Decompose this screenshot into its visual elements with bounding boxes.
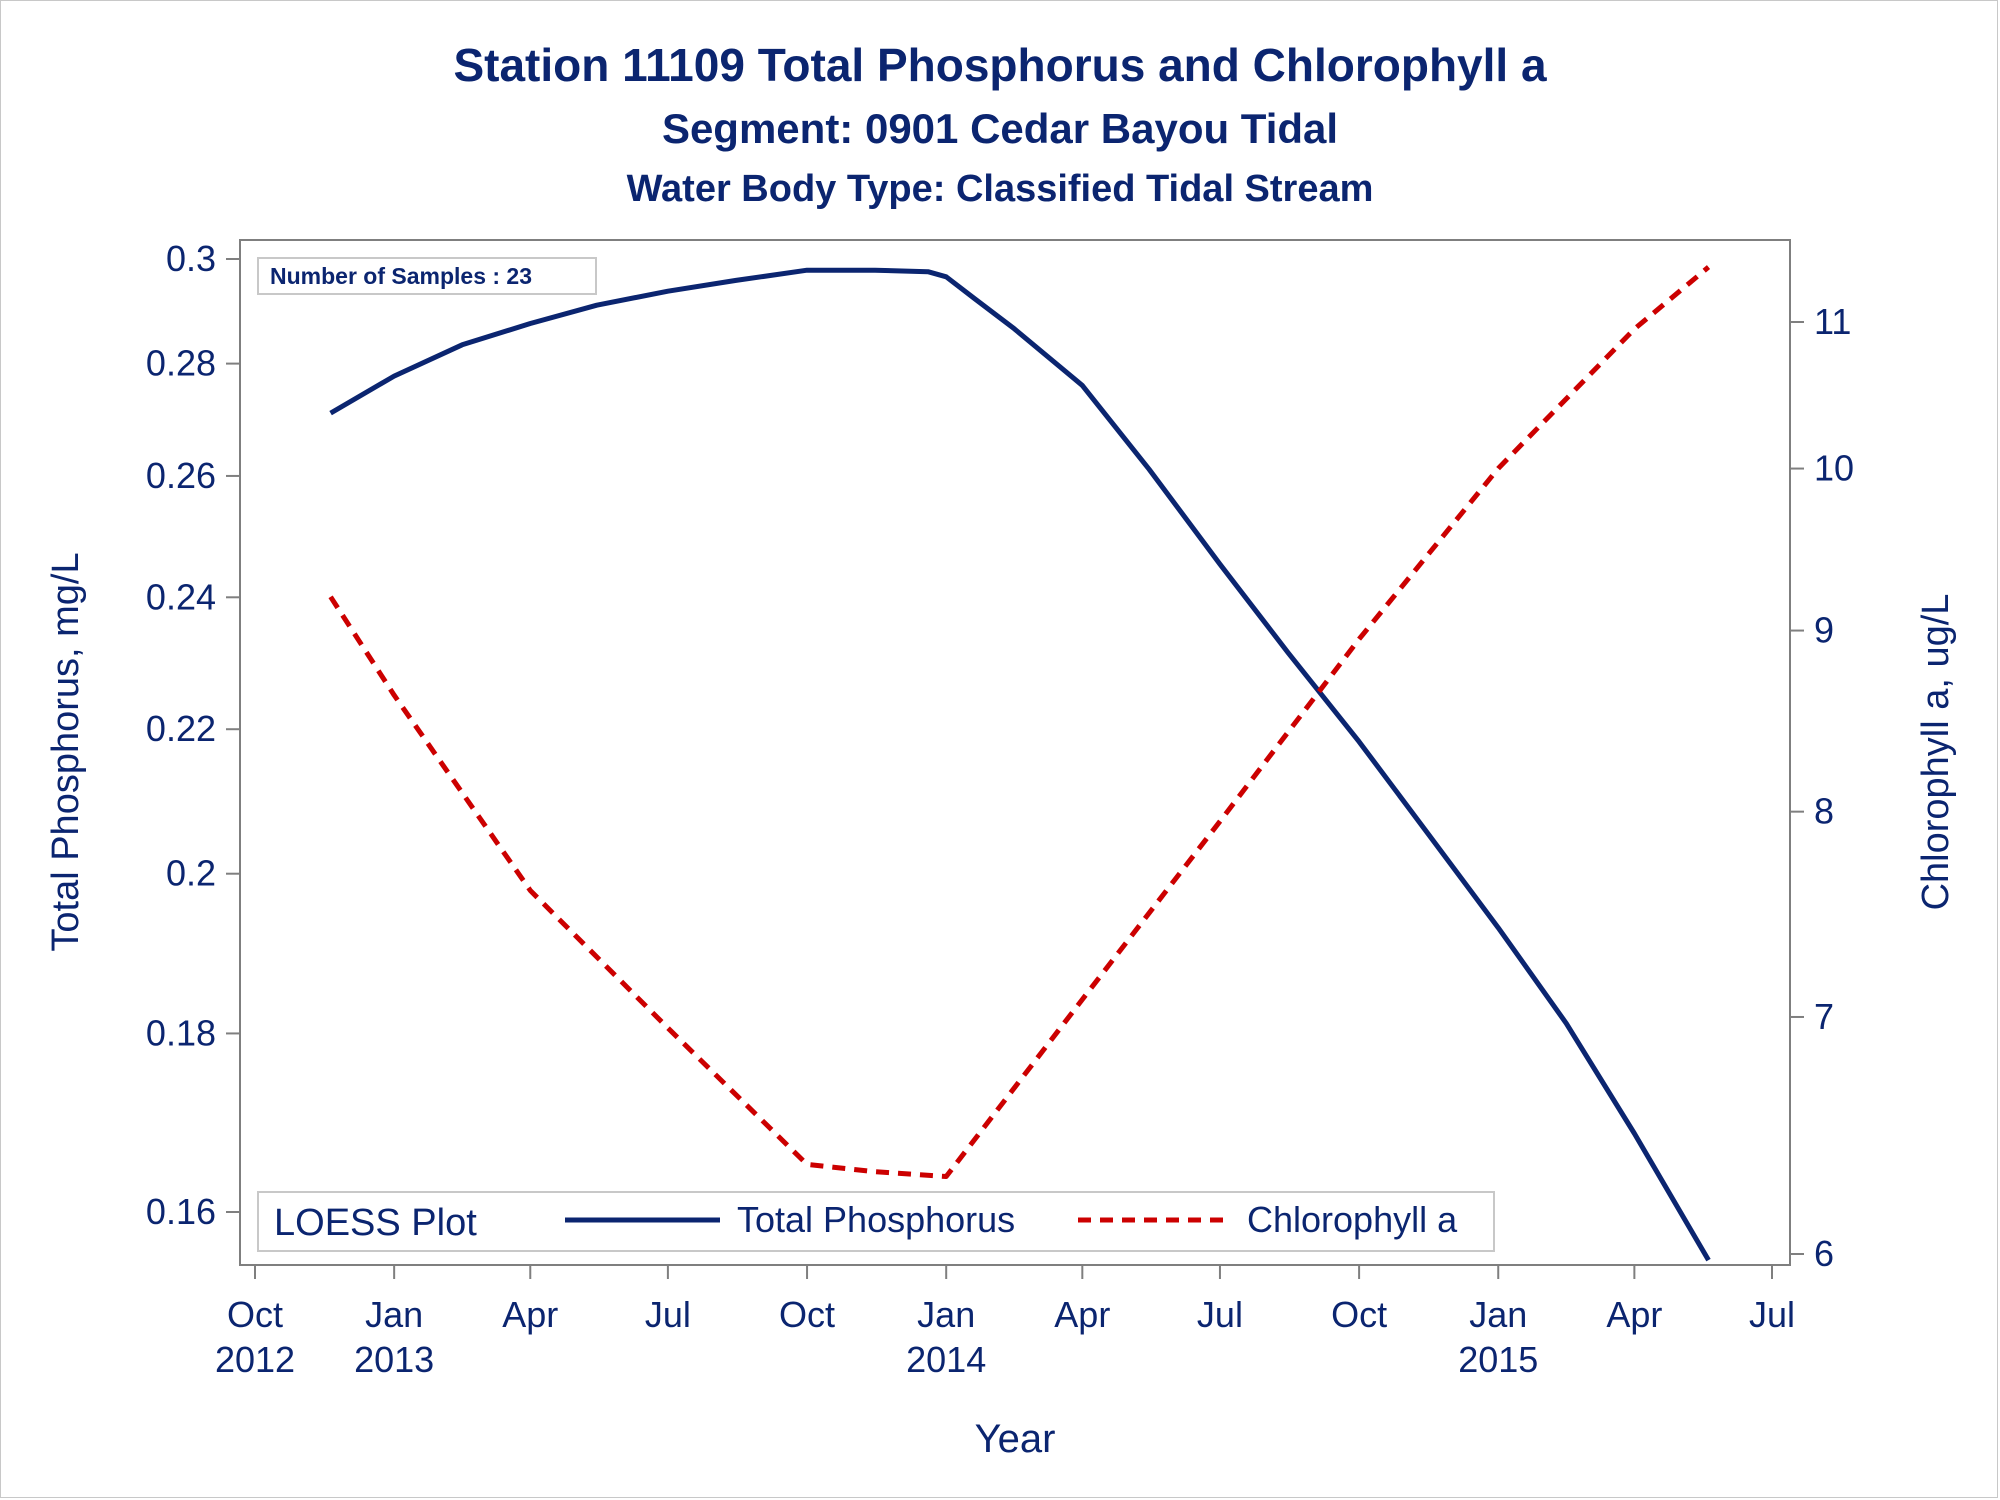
x-tick-year-label: 2014	[906, 1339, 986, 1380]
y-tick-label: 0.26	[146, 455, 216, 496]
x-tick-label: Oct	[227, 1294, 283, 1335]
x-axis-label: Year	[975, 1417, 1056, 1461]
plot-area	[239, 239, 1791, 1266]
y-tick-label: 0.22	[146, 708, 216, 749]
x-tick-label: Oct	[779, 1294, 835, 1335]
x-tick-year-label: 2015	[1458, 1339, 1538, 1380]
y2-tick-label: 8	[1814, 791, 1834, 832]
y2-tick-label: 6	[1814, 1233, 1834, 1274]
y2-tick-label: 11	[1814, 301, 1851, 342]
x-tick-label: Apr	[1054, 1294, 1110, 1335]
x-tick-year-label: 2013	[354, 1339, 434, 1380]
chart-title: Station 11109 Total Phosphorus and Chlor…	[453, 39, 1547, 91]
y-tick-label: 0.28	[146, 343, 216, 384]
total-phosphorus-series-line	[329, 267, 1711, 1262]
y2-tick-label: 10	[1814, 448, 1854, 489]
y-tick-label: 0.3	[166, 238, 216, 279]
sample-count-label: Number of Samples : 23	[270, 263, 532, 289]
y-tick-label: 0.18	[146, 1012, 216, 1053]
x-tick-label: Jan	[1469, 1294, 1527, 1335]
x-tick-label: Jan	[917, 1294, 975, 1335]
legend-title: LOESS Plot	[274, 1202, 477, 1244]
chart-subtitle: Segment: 0901 Cedar Bayou Tidal	[661, 105, 1339, 152]
x-tick-label: Jul	[645, 1294, 691, 1335]
chart-subtitle-2: Water Body Type: Classified Tidal Stream	[626, 168, 1374, 210]
y-tick-label: 0.16	[146, 1191, 216, 1232]
legend	[257, 1191, 1495, 1252]
y2-tick-label: 9	[1814, 610, 1834, 651]
sample-count-box	[257, 257, 597, 295]
x-tick-year-label: 2012	[215, 1339, 295, 1380]
y-tick-label: 0.2	[166, 853, 216, 894]
x-tick-label: Jul	[1197, 1294, 1243, 1335]
x-tick-label: Apr	[502, 1294, 558, 1335]
y2-tick-label: 7	[1814, 996, 1834, 1037]
legend-label-chlorophyll: Chlorophyll a	[1247, 1199, 1458, 1240]
x-tick-label: Jan	[365, 1294, 423, 1335]
y-axis-label: Total Phosphorus, mg/L	[45, 552, 87, 951]
y2-axis-label: Chlorophyll a, ug/L	[1915, 594, 1957, 911]
x-tick-label: Jul	[1749, 1294, 1795, 1335]
x-tick-label: Apr	[1606, 1294, 1662, 1335]
x-tick-label: Oct	[1331, 1294, 1387, 1335]
legend-label-total-phosphorus: Total Phosphorus	[737, 1199, 1015, 1240]
y-tick-label: 0.24	[146, 576, 216, 617]
chlorophyll-series-line	[328, 265, 1711, 1179]
